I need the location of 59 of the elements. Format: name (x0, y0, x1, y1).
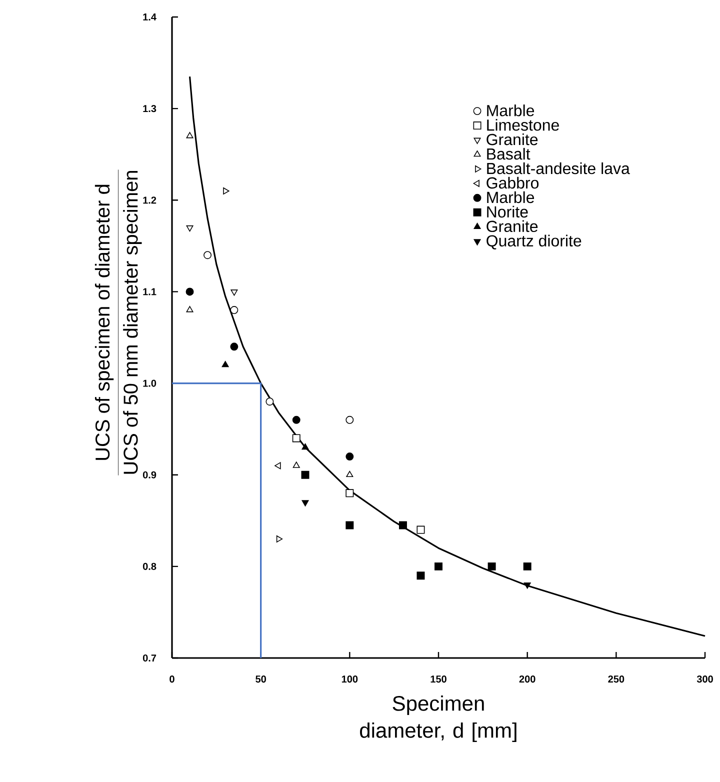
point (302, 500, 309, 506)
point (346, 489, 354, 498)
point (346, 470, 354, 478)
point (416, 526, 425, 534)
point (223, 187, 230, 194)
y-tick-label: 0.8 (142, 562, 156, 570)
legend-label: Basalt (487, 148, 530, 160)
legend-label: Quartz diorite (486, 234, 582, 250)
text: UCS of 50 mm diameter specimen (123, 171, 142, 474)
y-tick-label: 1.1 (143, 288, 156, 296)
point (186, 225, 194, 232)
y-tick-label: 0.7 (142, 654, 156, 662)
x-tick-label: 50 (256, 676, 266, 683)
x-tick-label: 100 (342, 676, 358, 683)
point (346, 521, 354, 530)
point (222, 360, 229, 368)
x-tick-label: 150 (430, 676, 446, 683)
legend-label: Granite (486, 220, 538, 232)
point (274, 462, 281, 470)
x-tick-label: 0 (170, 676, 174, 683)
x-tick-label: 300 (696, 676, 713, 683)
point (276, 535, 283, 542)
y-tick-label: 1.3 (143, 105, 156, 112)
point (292, 416, 300, 424)
point (416, 572, 425, 580)
y-tick-label: 0.9 (142, 471, 156, 478)
point (266, 398, 274, 406)
legend-label: Gabbro (486, 176, 539, 189)
text: UCS of specimen of diameter d (94, 184, 114, 460)
x-axis-title: Specimen diameter, d [mm] (360, 695, 516, 742)
x-tick-label: 250 (608, 676, 624, 683)
point (204, 251, 212, 260)
legend-label: Marble (487, 191, 534, 204)
legend-label: Marble (487, 104, 534, 116)
point (398, 521, 407, 530)
y-tick-label: 1.0 (143, 380, 156, 387)
point (434, 562, 442, 570)
point (524, 582, 531, 589)
point (302, 443, 309, 450)
point (186, 306, 194, 312)
legend-label: Granite (486, 133, 538, 146)
point (230, 290, 238, 296)
point (301, 470, 310, 479)
y-tick-label: 1.4 (143, 14, 156, 20)
x-tick-label: 200 (519, 676, 536, 683)
legend-label: Norite (487, 206, 528, 218)
legend-label: Basalt-andesite lava (487, 162, 630, 174)
point (346, 452, 354, 461)
legend-label: Limestone (487, 118, 559, 131)
point (523, 562, 532, 570)
point (186, 288, 194, 296)
point (346, 416, 354, 424)
point (230, 342, 238, 351)
point (292, 462, 300, 468)
point (488, 562, 496, 570)
y-tick-label: 1.2 (143, 196, 156, 204)
point (186, 132, 194, 138)
point (292, 434, 300, 442)
line-series (188, 76, 706, 637)
